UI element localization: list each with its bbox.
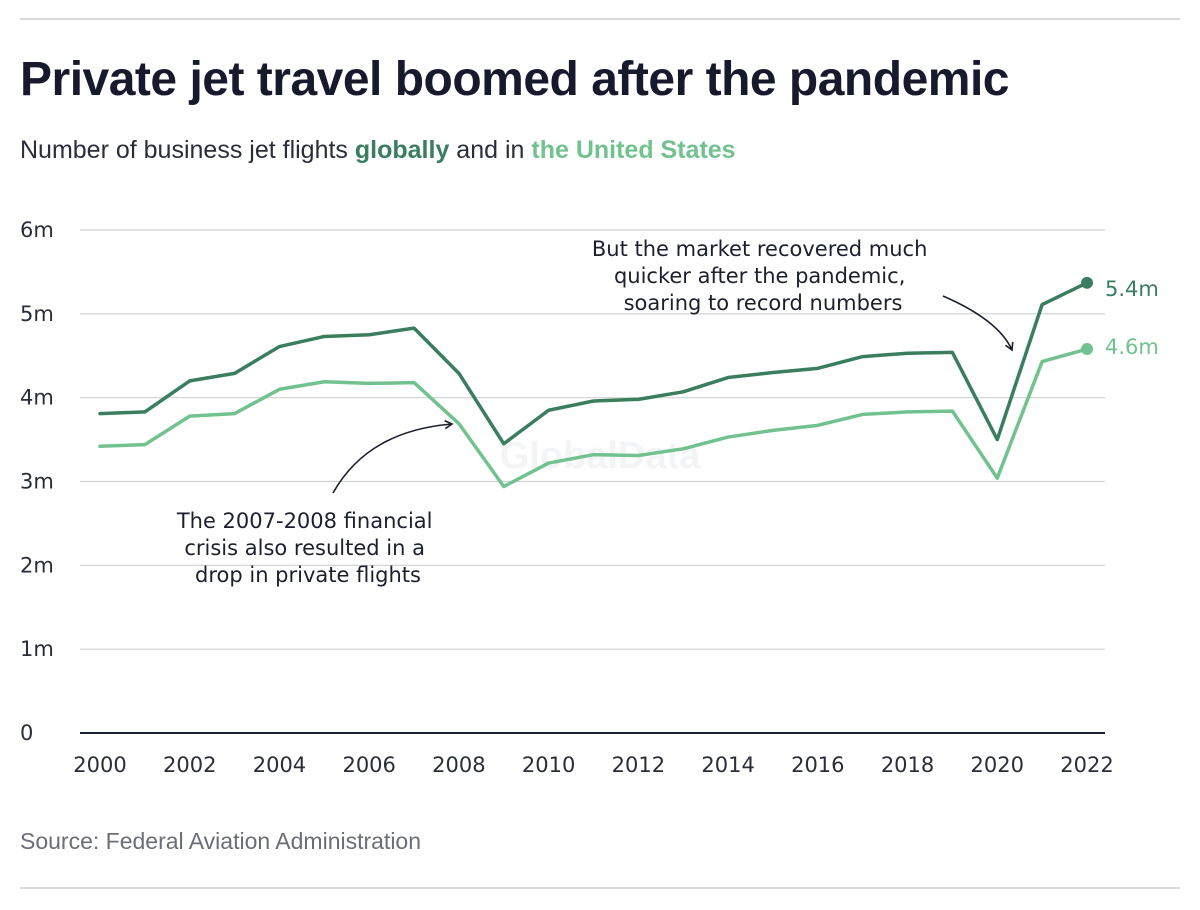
subtitle-series-global: globally (354, 136, 450, 164)
annotation-recovery-line: soaring to record numbers (624, 291, 903, 315)
series-end-label: 4.6m (1105, 335, 1159, 359)
annotation-crisis-line: crisis also resulted in a (184, 536, 425, 560)
series-line-global (98, 281, 1089, 446)
y-tick-label: 6m (20, 218, 54, 242)
chart-title: Private jet travel boomed after the pand… (20, 53, 1009, 106)
subtitle-middle: and in (449, 136, 532, 164)
annotation-arrow-crisis (332, 419, 454, 494)
x-tick-label: 2022 (1060, 753, 1113, 777)
annotation-crisis: The 2007-2008 financial crisis also resu… (176, 509, 439, 587)
y-tick-label: 2m (20, 553, 54, 577)
series-end-label: 5.4m (1105, 277, 1159, 301)
y-tick-label: 0 (20, 721, 33, 745)
series-lines: 4.6m 5.4m (98, 276, 1159, 489)
y-axis-ticks: 0 1m 2m 3m 4m 5m 6m (20, 218, 54, 745)
annotations: The 2007-2008 financial crisis also resu… (176, 237, 1014, 587)
x-tick-label: 2010 (522, 753, 575, 777)
x-tick-label: 2004 (253, 753, 306, 777)
y-tick-label: 4m (20, 386, 54, 410)
x-tick-label: 2006 (342, 753, 395, 777)
gridlines (80, 229, 1105, 734)
x-tick-label: 2016 (791, 753, 844, 777)
bottom-rule (20, 887, 1180, 889)
annotation-recovery: But the market recovered much quicker af… (592, 237, 934, 315)
x-tick-label: 2002 (163, 753, 216, 777)
annotation-recovery-line: quicker after the pandemic, (614, 264, 905, 288)
subtitle-prefix: Number of business jet flights (20, 136, 355, 164)
y-tick-label: 1m (20, 637, 54, 661)
annotation-recovery-line: But the market recovered much (592, 237, 928, 261)
x-tick-label: 2012 (612, 753, 665, 777)
series-end-point (1081, 276, 1093, 289)
series-line-us (98, 347, 1089, 489)
subtitle-series-us: the United States (531, 136, 736, 164)
annotation-crisis-line: drop in private flights (195, 563, 421, 587)
annotation-arrow-recovery (942, 295, 1014, 352)
x-tick-label: 2014 (701, 753, 754, 777)
y-tick-label: 5m (20, 302, 54, 326)
top-rule (20, 18, 1180, 20)
y-tick-label: 3m (20, 470, 54, 494)
series-end-point (1081, 343, 1093, 356)
annotation-crisis-line: The 2007-2008 financial (176, 509, 433, 533)
x-tick-label: 2018 (881, 753, 934, 777)
x-tick-label: 2020 (971, 753, 1024, 777)
x-axis-ticks: 2000 2002 2004 2006 2008 2010 2012 2014 2016 2018… (73, 753, 1113, 777)
x-tick-label: 2000 (73, 753, 126, 777)
source-note: Source: Federal Aviation Administration (20, 828, 422, 854)
x-tick-label: 2008 (432, 753, 485, 777)
chart-subtitle: Number of business jet flights globally … (20, 136, 736, 165)
